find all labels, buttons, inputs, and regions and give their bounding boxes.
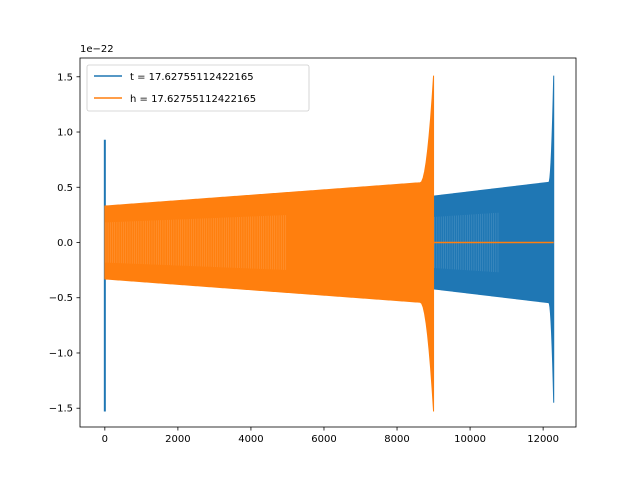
x-tick-label: 12000 xyxy=(527,434,559,445)
y-tick-label: 1.5 xyxy=(57,72,73,83)
y-tick-label: −1.5 xyxy=(49,404,73,415)
y-tick-label: 0.0 xyxy=(57,238,73,249)
x-tick-label: 4000 xyxy=(238,434,263,445)
legend-label-2: h = 17.62755112422165 xyxy=(130,94,256,105)
series-2-oscillation xyxy=(104,75,435,412)
y-tick-label: −1.0 xyxy=(49,348,73,359)
y-axis: −1.5 −1.0 −0.5 0.0 0.5 1.0 1.5 xyxy=(49,72,80,415)
y-tick-label: 0.5 xyxy=(57,183,73,194)
x-tick-label: 0 xyxy=(102,434,108,445)
y-offset-label: 1e−22 xyxy=(80,44,114,55)
series-1-oscillation xyxy=(433,75,555,403)
legend-label-1: t = 17.62755112422165 xyxy=(130,72,254,83)
legend-box xyxy=(86,64,310,112)
plot-area xyxy=(103,75,555,412)
series-2-oscillation-texture xyxy=(105,215,286,270)
y-tick-label: 1.0 xyxy=(57,128,73,139)
x-tick-label: 10000 xyxy=(454,434,486,445)
x-tick-label: 8000 xyxy=(384,434,409,445)
y-tick-label: −0.5 xyxy=(49,293,73,304)
x-tick-label: 2000 xyxy=(165,434,190,445)
x-axis: 0 2000 4000 6000 8000 10000 12000 xyxy=(102,427,559,445)
x-tick-label: 6000 xyxy=(311,434,336,445)
axes-frame xyxy=(79,57,577,428)
legend: t = 17.62755112422165 h = 17.62755112422… xyxy=(86,64,310,112)
